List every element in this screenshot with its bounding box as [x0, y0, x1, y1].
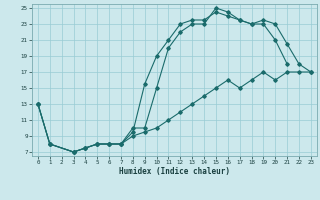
- X-axis label: Humidex (Indice chaleur): Humidex (Indice chaleur): [119, 167, 230, 176]
